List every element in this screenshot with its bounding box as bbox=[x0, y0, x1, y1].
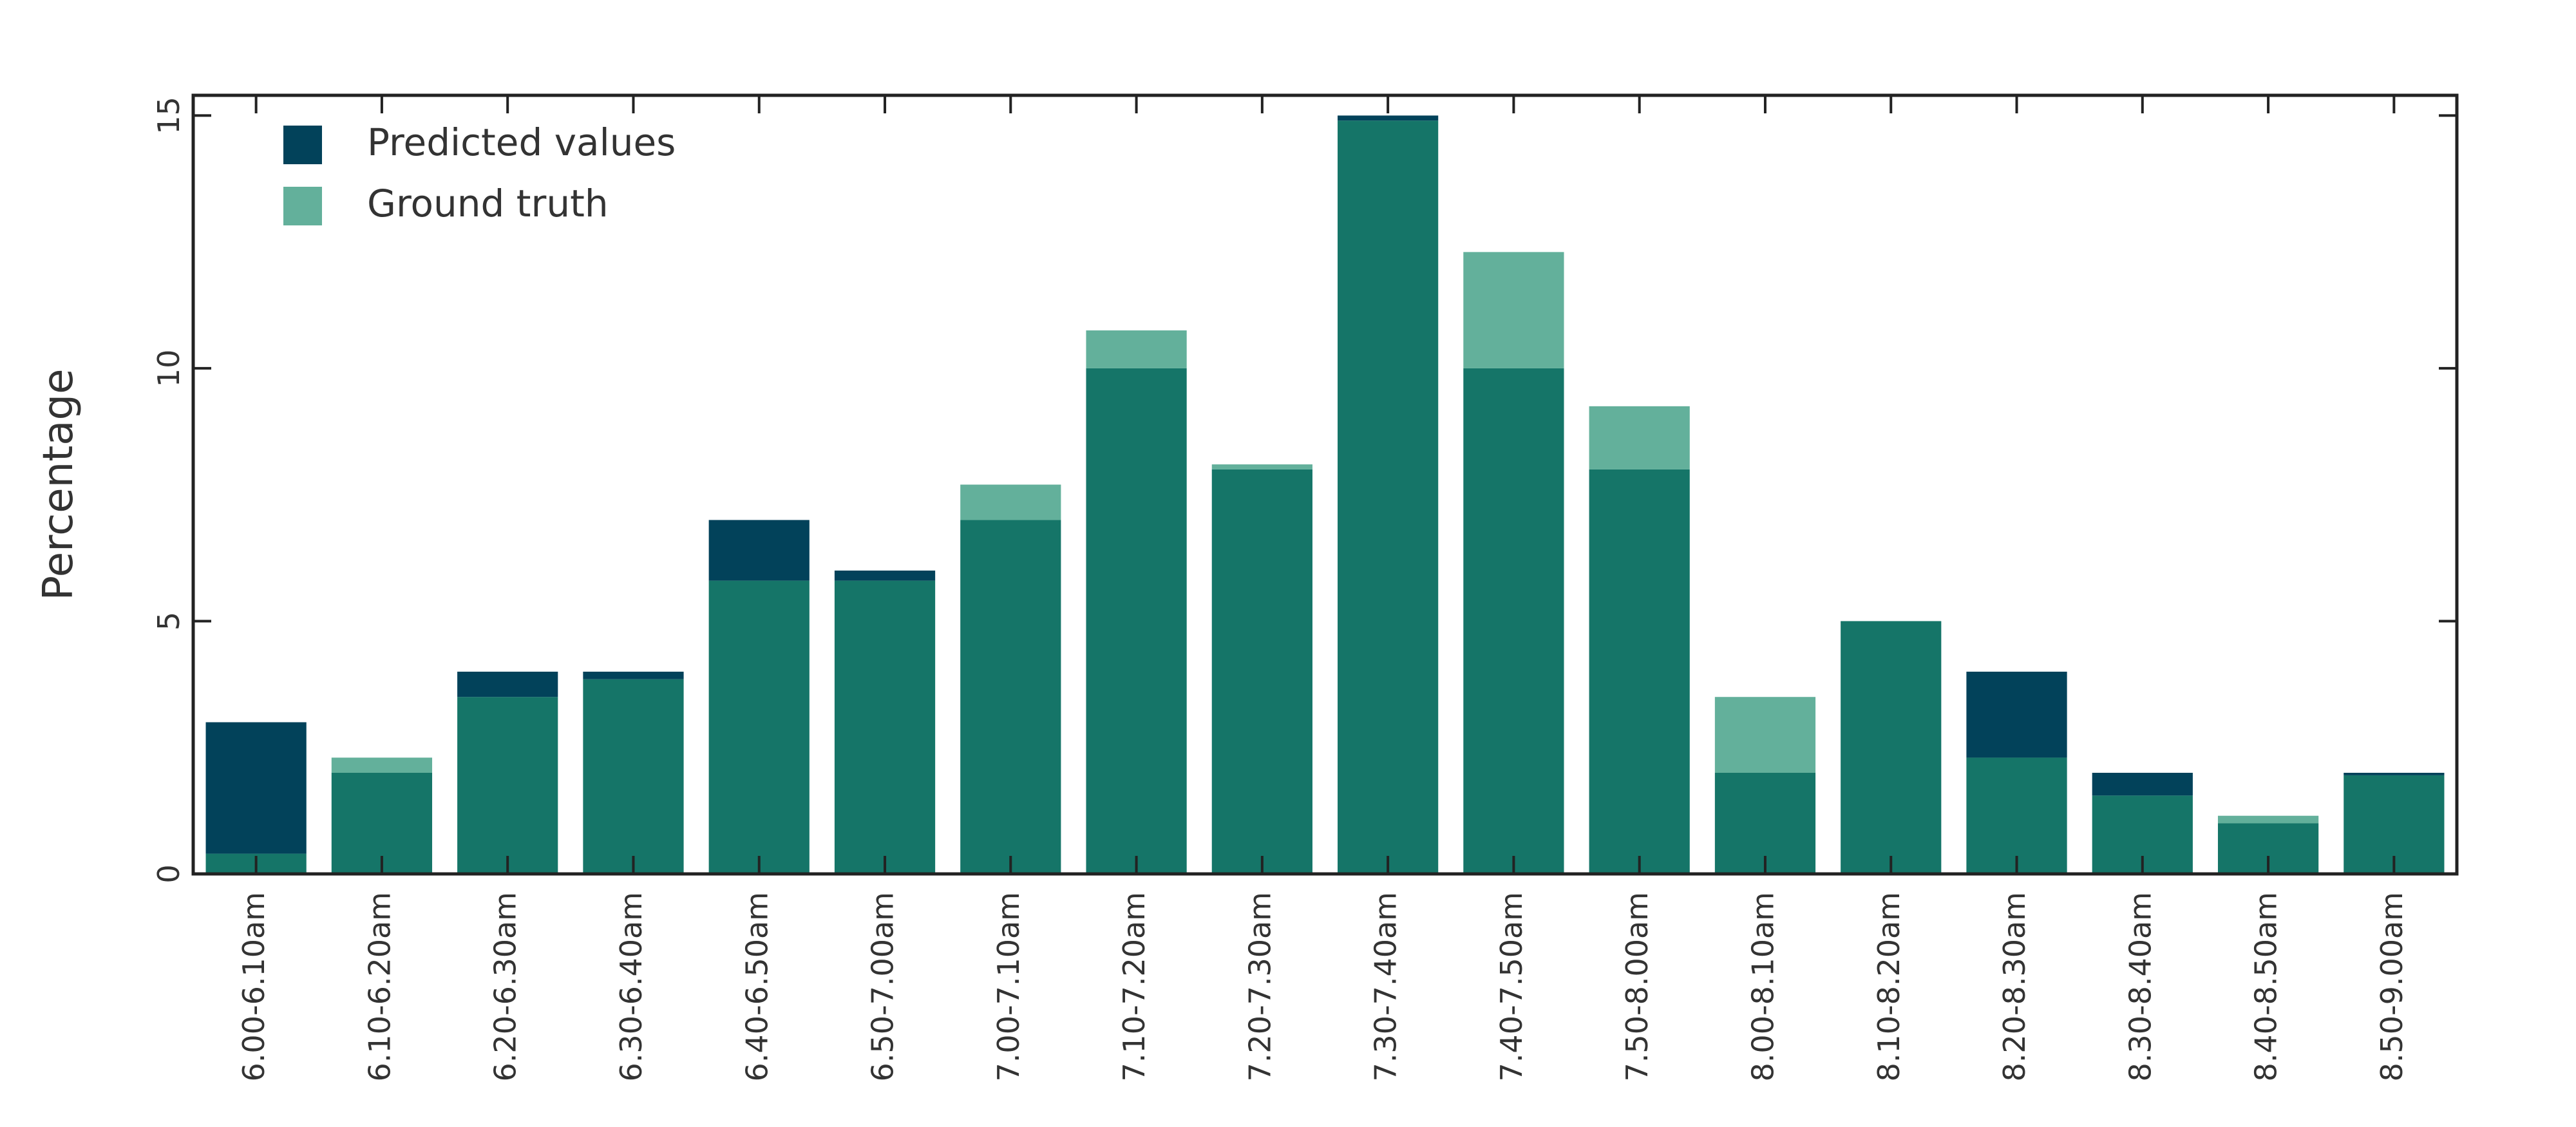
bar-overlap bbox=[1589, 469, 1690, 874]
bars-layer bbox=[205, 115, 2445, 874]
bar-ground-truth-excess bbox=[1463, 252, 1564, 368]
plot-frame bbox=[191, 93, 2459, 876]
x-tick-label: 7.10-7.20am bbox=[1117, 892, 1151, 1081]
y-axis-label: Percentage bbox=[35, 368, 82, 600]
bar-ground-truth-excess bbox=[331, 757, 433, 773]
bar-group bbox=[1589, 406, 1690, 874]
x-tick-label: 6.30-6.40am bbox=[614, 892, 649, 1081]
bar-group bbox=[708, 520, 810, 874]
bar-group bbox=[1211, 464, 1312, 874]
bar-group bbox=[205, 722, 307, 874]
bar-ground-truth-excess bbox=[2217, 815, 2319, 824]
x-tick-label: 7.50-8.00am bbox=[1620, 892, 1654, 1081]
x-tick-label: 8.40-8.50am bbox=[2249, 892, 2284, 1081]
bar-ground-truth-excess bbox=[1211, 464, 1312, 469]
bar-predicted-excess bbox=[834, 570, 936, 581]
x-tick-label: 6.10-6.20am bbox=[362, 892, 397, 1081]
bar-overlap bbox=[834, 580, 936, 874]
x-tick-label: 7.30-7.40am bbox=[1368, 892, 1403, 1081]
bar-predicted-excess bbox=[583, 671, 684, 679]
bar-predicted-excess bbox=[2092, 772, 2193, 796]
bar-overlap bbox=[457, 697, 558, 874]
bar-ground-truth-excess bbox=[1086, 330, 1187, 368]
bar-overlap bbox=[1463, 368, 1564, 874]
bar-group bbox=[1966, 671, 2067, 874]
axis-ticks bbox=[193, 95, 2457, 875]
legend-swatch-predicted bbox=[283, 126, 322, 164]
legend-label-ground-truth: Ground truth bbox=[367, 182, 609, 225]
bar-overlap bbox=[1211, 469, 1312, 874]
bar-predicted-excess bbox=[1338, 115, 1439, 121]
bar-predicted-excess bbox=[708, 520, 810, 581]
x-tick-label: 6.20-6.30am bbox=[488, 892, 523, 1081]
bar-predicted-excess bbox=[2344, 772, 2445, 775]
bar-group bbox=[583, 671, 684, 874]
bar-group bbox=[1714, 697, 1816, 874]
legend-label-predicted: Predicted values bbox=[367, 120, 676, 164]
bar-predicted-excess bbox=[205, 722, 307, 854]
bar-group bbox=[1463, 252, 1564, 874]
x-tick-label: 8.00-8.10am bbox=[1745, 892, 1780, 1081]
y-tick-label: 5 bbox=[151, 612, 186, 630]
x-tick-label: 8.30-8.40am bbox=[2123, 892, 2157, 1081]
bar-group bbox=[331, 757, 433, 874]
bar-ground-truth-excess bbox=[960, 484, 1061, 520]
legend: Predicted values Ground truth bbox=[283, 120, 676, 225]
y-tick-labels: 0 5 10 15 bbox=[151, 97, 186, 884]
y-tick-label: 0 bbox=[151, 864, 186, 883]
x-tick-label: 6.50-7.00am bbox=[866, 892, 900, 1081]
bar-overlap bbox=[1086, 368, 1187, 874]
x-tick-label: 6.00-6.10am bbox=[236, 892, 271, 1081]
bar-overlap bbox=[1966, 757, 2067, 874]
x-tick-label: 6.40-6.50am bbox=[739, 892, 774, 1081]
legend-swatch-ground-truth bbox=[283, 187, 322, 225]
y-tick-label: 15 bbox=[151, 97, 186, 135]
bar-predicted-excess bbox=[457, 671, 558, 697]
bar-overlap bbox=[1841, 621, 1942, 874]
x-tick-label: 7.40-7.50am bbox=[1494, 892, 1529, 1081]
bar-ground-truth-excess bbox=[1714, 697, 1816, 773]
bar-ground-truth-excess bbox=[1589, 406, 1690, 469]
bar-overlap bbox=[960, 520, 1061, 874]
bar-predicted-excess bbox=[1966, 671, 2067, 758]
bar-overlap bbox=[708, 580, 810, 874]
x-tick-label: 8.20-8.30am bbox=[1997, 892, 2032, 1081]
x-tick-label: 7.20-7.30am bbox=[1242, 892, 1277, 1081]
bar-overlap bbox=[583, 679, 684, 874]
x-tick-label: 7.00-7.10am bbox=[991, 892, 1026, 1081]
bar-group bbox=[1338, 115, 1439, 874]
y-tick-label: 10 bbox=[151, 350, 186, 388]
x-tick-labels: 6.00-6.10am 6.10-6.20am 6.20-6.30am 6.30-6.… bbox=[236, 892, 2409, 1081]
x-tick-label: 8.50-9.00am bbox=[2374, 892, 2409, 1081]
bar-group bbox=[834, 570, 936, 874]
bar-group bbox=[960, 484, 1061, 874]
bar-group bbox=[1086, 330, 1187, 874]
x-tick-label: 8.10-8.20am bbox=[1871, 892, 1906, 1081]
bar-group bbox=[1841, 621, 1942, 874]
bar-group bbox=[457, 671, 558, 874]
bar-overlap bbox=[1338, 120, 1439, 874]
